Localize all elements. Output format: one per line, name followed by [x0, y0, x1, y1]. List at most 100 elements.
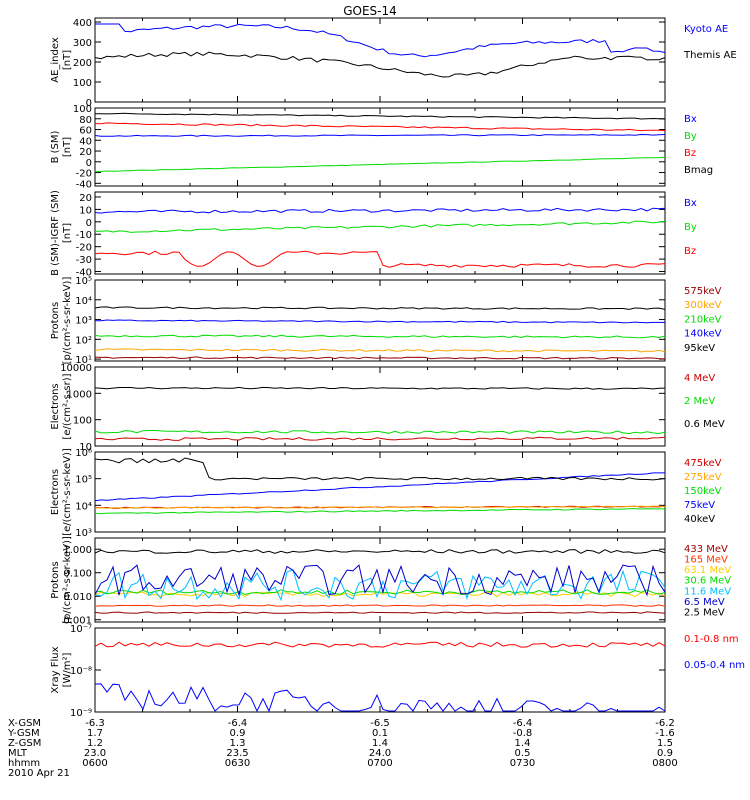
series-line-2-5-mev	[94, 549, 666, 554]
x-row-value: 1.7	[87, 728, 103, 739]
series-line-themis-ae	[94, 51, 666, 78]
legend-entry: 150keV	[684, 486, 722, 497]
y-tick-label: 10²	[75, 335, 92, 346]
y-axis-label: [nT]	[62, 223, 73, 243]
y-tick-label: 0.010	[63, 592, 92, 603]
legend-entry: 95keV	[684, 343, 715, 354]
y-tick-label: 100	[73, 78, 92, 89]
legend-entry: By	[684, 131, 697, 142]
x-row-value: 0800	[652, 758, 677, 769]
panel-frame	[94, 451, 666, 533]
legend-entry: 2 MeV	[684, 396, 715, 407]
series-line-575kev	[94, 356, 666, 360]
series-line-6-5-mev	[94, 564, 666, 597]
legend-entry: 575keV	[684, 286, 722, 297]
y-tick-label: 10⁶	[75, 448, 92, 459]
y-tick-label: -20	[76, 169, 92, 180]
series-line-150kev	[94, 508, 665, 515]
y-tick-label: -30	[76, 255, 92, 266]
series-line-433-mev	[94, 611, 666, 614]
x-row-value: -6.3	[85, 718, 105, 729]
y-tick-label: 40	[79, 136, 92, 147]
x-row-value: -1.6	[655, 728, 675, 739]
legend-entry: Bx	[684, 198, 697, 209]
plot-title: GOES-14	[343, 4, 397, 18]
panel-frame	[94, 191, 666, 275]
legend-entry: 0.05-0.4 nm	[684, 660, 745, 671]
x-row-value: -6.4	[228, 718, 248, 729]
x-row-value: 0630	[225, 758, 250, 769]
series-line-63-1-mev	[94, 591, 666, 598]
x-row-value: 1.4	[515, 738, 531, 749]
y-tick-label: 10⁻⁹	[70, 708, 92, 719]
x-row-value: 24.0	[369, 748, 391, 759]
legend-entry: 4 MeV	[684, 373, 715, 384]
series-line-bz	[94, 122, 666, 132]
legend-entry: 11.6 MeV	[684, 586, 731, 597]
y-axis-label: [nT]	[62, 50, 73, 70]
x-row-value: -6.2	[655, 718, 675, 729]
y-tick-label: 10	[79, 442, 92, 453]
y-tick-label: 60	[79, 126, 92, 137]
y-tick-label: 10³	[75, 316, 92, 327]
legend-entry: 30.6 MeV	[684, 576, 731, 587]
legend-entry: By	[684, 222, 697, 233]
y-axis-label: Protons	[50, 561, 61, 598]
legend-entry: 210keV	[684, 314, 722, 325]
y-tick-label: 10¹	[75, 355, 92, 366]
legend-entry: 433 MeV	[684, 544, 728, 555]
series-line-275kev	[94, 505, 666, 509]
x-row-value: 0.1	[372, 728, 388, 739]
x-row-label: X-GSM	[8, 718, 41, 729]
legend-entry: Bmag	[684, 165, 713, 176]
y-tick-label: -40	[76, 179, 92, 190]
series-line-by	[94, 220, 666, 233]
panel-4: 10¹ 10² 10³ 10⁴ 10⁵ Protons [p/(cm²-s-sr-keV)]…	[50, 276, 722, 366]
y-tick-label: 10³	[75, 528, 92, 539]
legend-entry: 75keV	[684, 500, 715, 511]
legend-entry: Themis AE	[683, 50, 737, 61]
panel-5: 10 100 1000 10000 Electrons [e/(cm²-s-sr)] 4 M…	[50, 363, 725, 453]
y-tick-label: 10⁵	[75, 276, 92, 287]
legend-entry: 475keV	[684, 458, 722, 469]
series-line-0-05-0-4-nm	[94, 683, 666, 713]
y-axis-label: Electrons	[50, 383, 61, 429]
legend-entry: 165 MeV	[684, 555, 728, 566]
y-axis-label: [W/m²]	[62, 652, 73, 687]
series-line-30-6-mev	[94, 589, 666, 595]
x-row-value: -6.5	[370, 718, 390, 729]
x-row-value: 0600	[82, 758, 107, 769]
y-axis-label: Electrons	[50, 469, 61, 515]
series-line-bx	[94, 207, 666, 214]
y-axis-label: B (SM)	[50, 130, 61, 163]
y-tick-label: 20	[79, 147, 92, 158]
series-line-11-6-mev	[94, 569, 666, 602]
x-row-value: 0.9	[657, 748, 673, 759]
y-tick-label: -40	[76, 268, 92, 279]
x-row-value: 23.5	[226, 748, 248, 759]
series-line-210kev	[94, 334, 666, 339]
legend-entry: 300keV	[684, 300, 722, 311]
series-line-0-6-mev	[94, 386, 666, 390]
y-tick-label: 100	[73, 416, 92, 427]
y-tick-label: 10⁴	[75, 501, 92, 512]
x-row-label: hhmm	[8, 758, 40, 769]
y-tick-label: 0	[86, 158, 92, 169]
legend-entry: 275keV	[684, 472, 722, 483]
x-row-value: 1.2	[87, 738, 103, 749]
series-line-bx	[94, 133, 666, 137]
series-line-kyoto-ae	[95, 23, 666, 58]
x-row-value: 1.3	[230, 738, 246, 749]
x-row-value: 0.5	[515, 748, 531, 759]
panel-frame	[94, 107, 666, 187]
series-line-300kev	[94, 348, 666, 353]
y-axis-label: [e/(cm²-s-sr)]	[62, 373, 73, 439]
series-line-140kev	[95, 319, 666, 324]
series-line-0-1-0-8-nm	[94, 641, 666, 648]
legend-entry: 63.1 MeV	[684, 565, 731, 576]
x-row-value: -0.8	[513, 728, 533, 739]
x-row-value: 0700	[367, 758, 392, 769]
